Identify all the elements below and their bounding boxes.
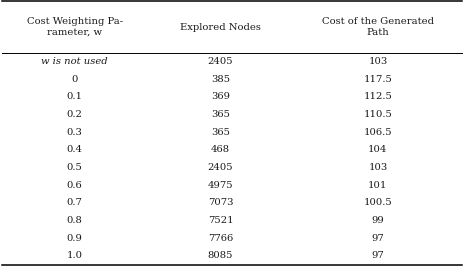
Text: Explored Nodes: Explored Nodes bbox=[180, 23, 260, 31]
Text: 0.7: 0.7 bbox=[67, 198, 82, 207]
Text: 365: 365 bbox=[211, 110, 230, 119]
Text: 0.1: 0.1 bbox=[67, 92, 82, 101]
Text: 97: 97 bbox=[371, 251, 383, 260]
Text: 0.9: 0.9 bbox=[67, 234, 82, 243]
Text: 112.5: 112.5 bbox=[363, 92, 391, 101]
Text: 7073: 7073 bbox=[207, 198, 233, 207]
Text: 7766: 7766 bbox=[207, 234, 232, 243]
Text: 0.6: 0.6 bbox=[67, 181, 82, 190]
Text: 0.4: 0.4 bbox=[67, 145, 82, 154]
Text: 365: 365 bbox=[211, 128, 230, 137]
Text: 8085: 8085 bbox=[207, 251, 233, 260]
Text: 2405: 2405 bbox=[207, 163, 233, 172]
Text: 117.5: 117.5 bbox=[363, 75, 391, 84]
Text: 97: 97 bbox=[371, 234, 383, 243]
Text: 104: 104 bbox=[367, 145, 387, 154]
Text: 385: 385 bbox=[211, 75, 230, 84]
Text: 1.0: 1.0 bbox=[67, 251, 82, 260]
Text: 0: 0 bbox=[71, 75, 78, 84]
Text: 0.5: 0.5 bbox=[67, 163, 82, 172]
Text: w is not used: w is not used bbox=[41, 57, 108, 66]
Text: 0.8: 0.8 bbox=[67, 216, 82, 225]
Text: 369: 369 bbox=[211, 92, 230, 101]
Text: Cost of the Generated
Path: Cost of the Generated Path bbox=[321, 17, 433, 37]
Text: 2405: 2405 bbox=[207, 57, 233, 66]
Text: 101: 101 bbox=[367, 181, 387, 190]
Text: 7521: 7521 bbox=[207, 216, 233, 225]
Text: 468: 468 bbox=[211, 145, 230, 154]
Text: 99: 99 bbox=[371, 216, 383, 225]
Text: 4975: 4975 bbox=[207, 181, 233, 190]
Text: 103: 103 bbox=[368, 163, 387, 172]
Text: 110.5: 110.5 bbox=[363, 110, 391, 119]
Text: 0.2: 0.2 bbox=[67, 110, 82, 119]
Text: Cost Weighting Pa-
rameter, w: Cost Weighting Pa- rameter, w bbox=[26, 17, 123, 37]
Text: 103: 103 bbox=[368, 57, 387, 66]
Text: 106.5: 106.5 bbox=[363, 128, 391, 137]
Text: 100.5: 100.5 bbox=[363, 198, 391, 207]
Text: 0.3: 0.3 bbox=[67, 128, 82, 137]
